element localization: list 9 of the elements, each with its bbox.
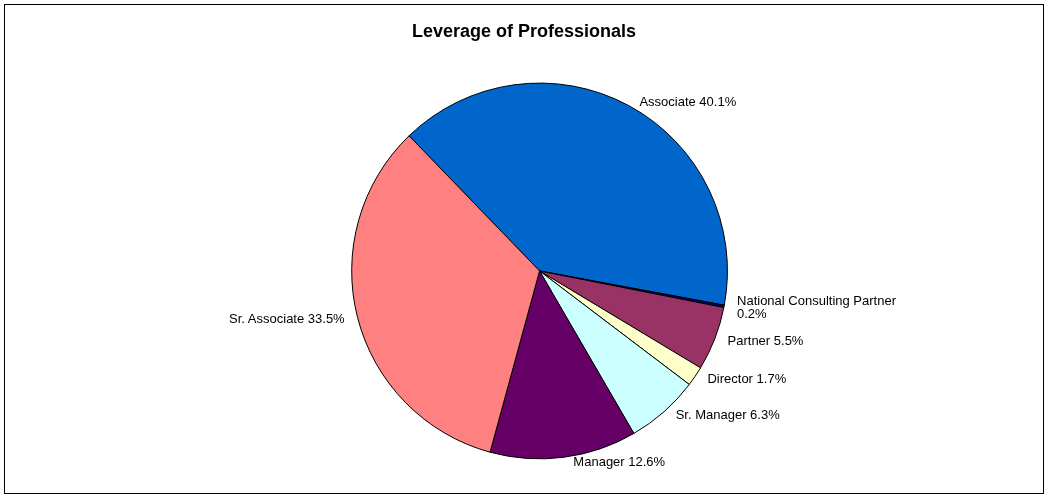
chart-title: Leverage of Professionals (411, 21, 637, 41)
data-label: 0.2% (737, 306, 768, 322)
slice-label: Partner 5.5% (727, 332, 804, 348)
slice-label: National Consulting Partner (737, 293, 900, 309)
slice-label: Associate 40.1% (639, 94, 737, 110)
slice-label: Sr. Associate 33.5% (229, 311, 346, 327)
slice-label: Director 1.7% (707, 371, 787, 387)
slice-label: Manager 12.6% (573, 453, 666, 469)
slice-label: Sr. Manager 6.3% (675, 407, 781, 423)
